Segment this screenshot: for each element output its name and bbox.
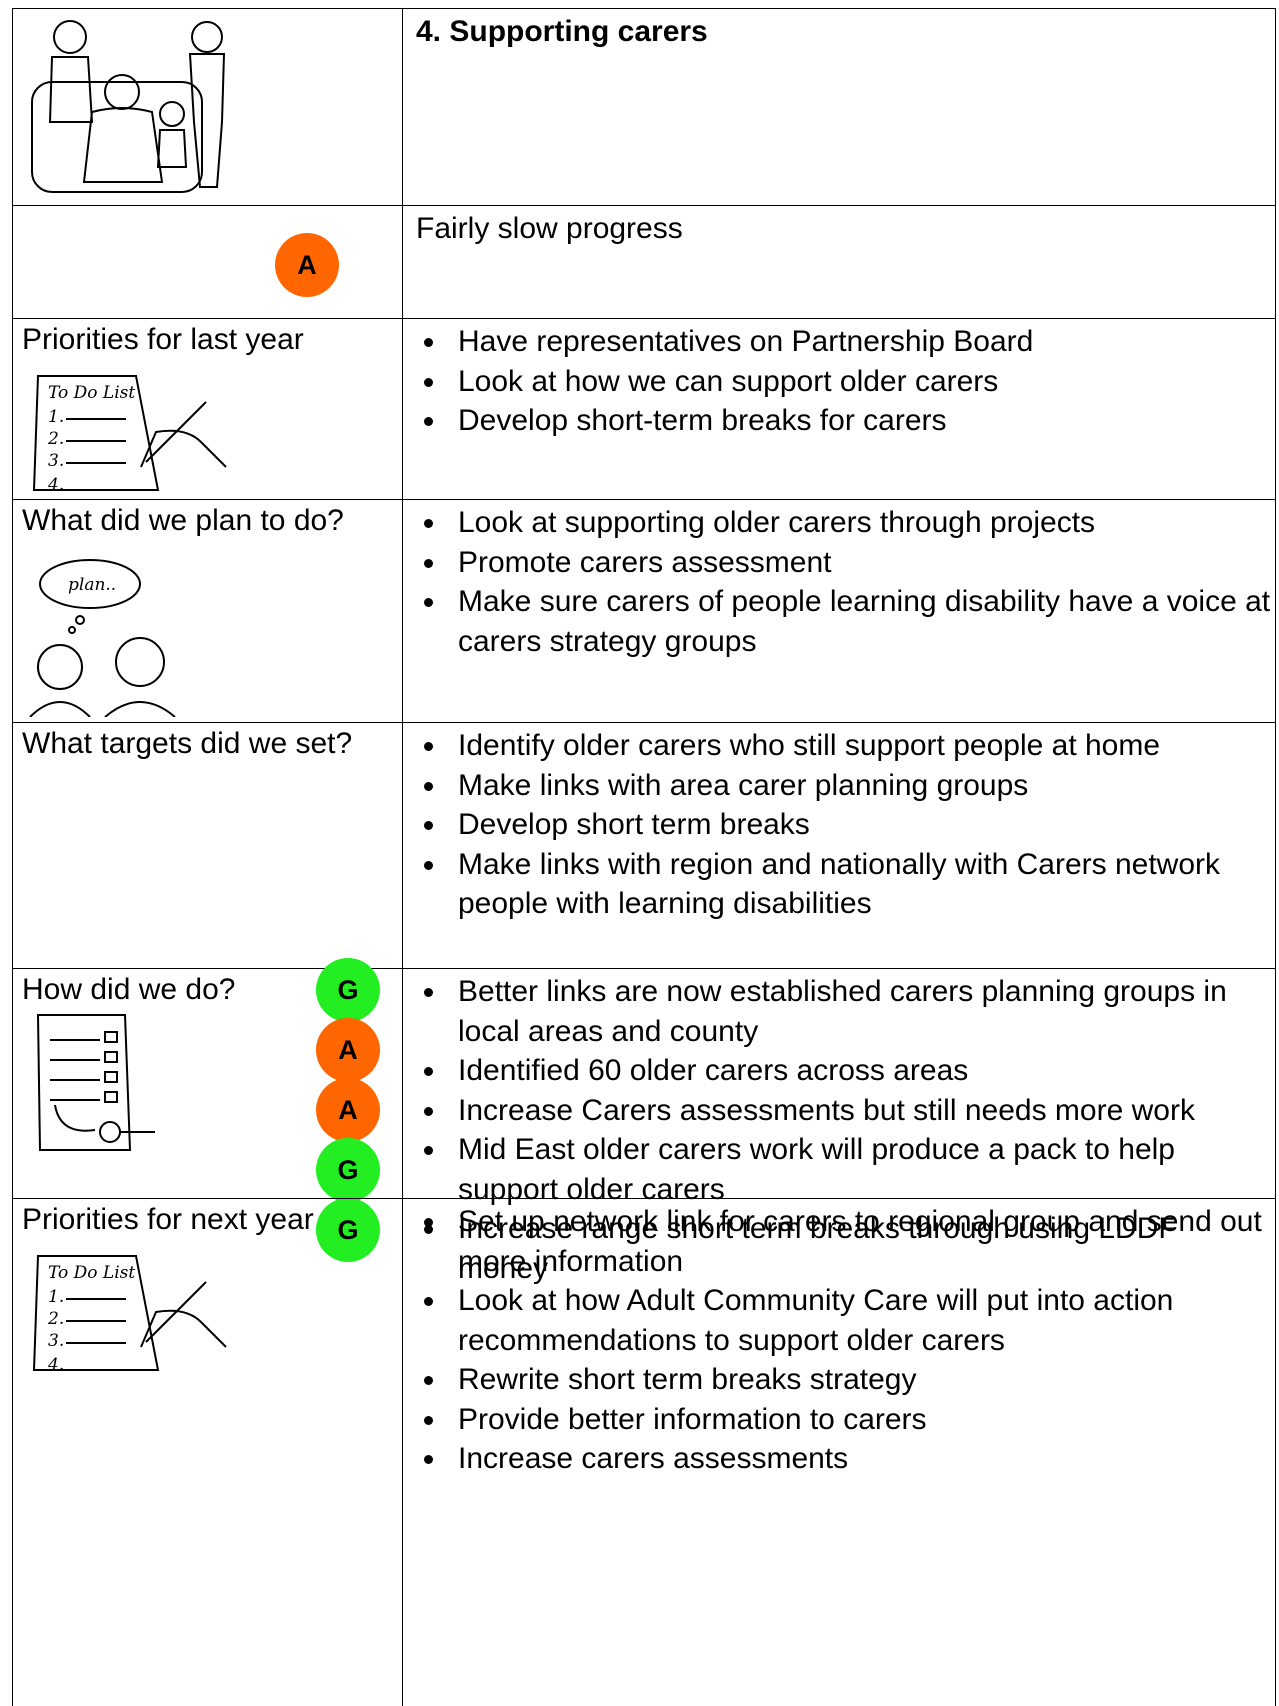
bullet-item: Identify older carers who still support …: [416, 726, 1274, 766]
bullet-item: Better links are now established carers …: [416, 972, 1274, 1051]
plan-illustration: plan..: [29, 559, 176, 717]
bullet-item: Increase carers assessments: [416, 1439, 1274, 1479]
svg-text:plan..: plan..: [68, 575, 116, 595]
bullet-list: Better links are now established carers …: [416, 972, 1274, 1288]
status-badge: A: [275, 233, 339, 297]
status-badge: G: [316, 958, 380, 1022]
svg-text:3.: 3.: [48, 1331, 64, 1351]
row-heading: What did we plan to do?: [22, 504, 344, 537]
status-badge: G: [316, 1198, 380, 1262]
todo-illustration: To Do List 1. 2. 3. 4.: [32, 375, 227, 495]
bullet-list: Set up network link for carers to region…: [416, 1202, 1274, 1479]
bullet-list: Have representatives on Partnership Boar…: [416, 322, 1274, 441]
bullet-list: Identify older carers who still support …: [416, 726, 1274, 924]
svg-text:4.: 4.: [47, 1355, 64, 1375]
family-illustration: [31, 20, 226, 193]
bullet-item: Look at how we can support older carers: [416, 362, 1274, 402]
bullet-item: Make links with region and nationally wi…: [416, 845, 1274, 924]
svg-text:2.: 2.: [47, 1309, 64, 1329]
checklist-illustration: [36, 1014, 155, 1151]
bullet-item: Mid East older carers work will produce …: [416, 1130, 1274, 1209]
bullet-item: Have representatives on Partnership Boar…: [416, 322, 1274, 362]
todo-illustration: To Do List 1. 2. 3. 4.: [32, 1255, 227, 1375]
svg-text:To Do List: To Do List: [48, 1263, 135, 1283]
bullet-item: Identified 60 older carers across areas: [416, 1051, 1274, 1091]
svg-text:3.: 3.: [48, 451, 64, 471]
status-badge: A: [316, 1018, 380, 1082]
bullet-item: Increase range short term breaks through…: [416, 1209, 1274, 1288]
row-heading: How did we do?: [22, 973, 236, 1006]
row-heading: Priorities for last year: [22, 323, 304, 356]
bullet-item: Develop short-term breaks for carers: [416, 401, 1274, 441]
bullet-item: Make links with area carer planning grou…: [416, 766, 1274, 806]
bullet-item: Set up network link for carers to region…: [416, 1202, 1274, 1281]
table-cell: [12, 8, 403, 206]
bullet-item: Look at how Adult Community Care will pu…: [416, 1281, 1274, 1360]
bullet-item: Promote carers assessment: [416, 543, 1274, 583]
svg-text:1.: 1.: [48, 1287, 64, 1307]
row-heading: What targets did we set?: [22, 727, 353, 760]
bullet-list: Look at supporting older carers through …: [416, 503, 1274, 661]
bullet-item: Look at supporting older carers through …: [416, 503, 1274, 543]
svg-text:1.: 1.: [48, 407, 64, 427]
status-text: Fairly slow progress: [416, 212, 683, 245]
svg-text:4.: 4.: [47, 475, 64, 495]
bullet-item: Make sure carers of people learning disa…: [416, 582, 1274, 661]
bullet-item: Increase Carers assessments but still ne…: [416, 1091, 1274, 1131]
bullet-item: Rewrite short term breaks strategy: [416, 1360, 1274, 1400]
bullet-item: Provide better information to carers: [416, 1400, 1274, 1440]
status-badge: G: [316, 1138, 380, 1202]
row-heading: Priorities for next year: [22, 1203, 314, 1236]
table-cell: [402, 1198, 1276, 1706]
svg-text:To Do List: To Do List: [48, 383, 135, 403]
svg-text:2.: 2.: [47, 429, 64, 449]
status-badge: A: [316, 1078, 380, 1142]
table-cell: [12, 205, 403, 319]
bullet-item: Develop short term breaks: [416, 805, 1274, 845]
section-title: 4. Supporting carers: [416, 15, 708, 48]
table-cell: [12, 1198, 403, 1706]
